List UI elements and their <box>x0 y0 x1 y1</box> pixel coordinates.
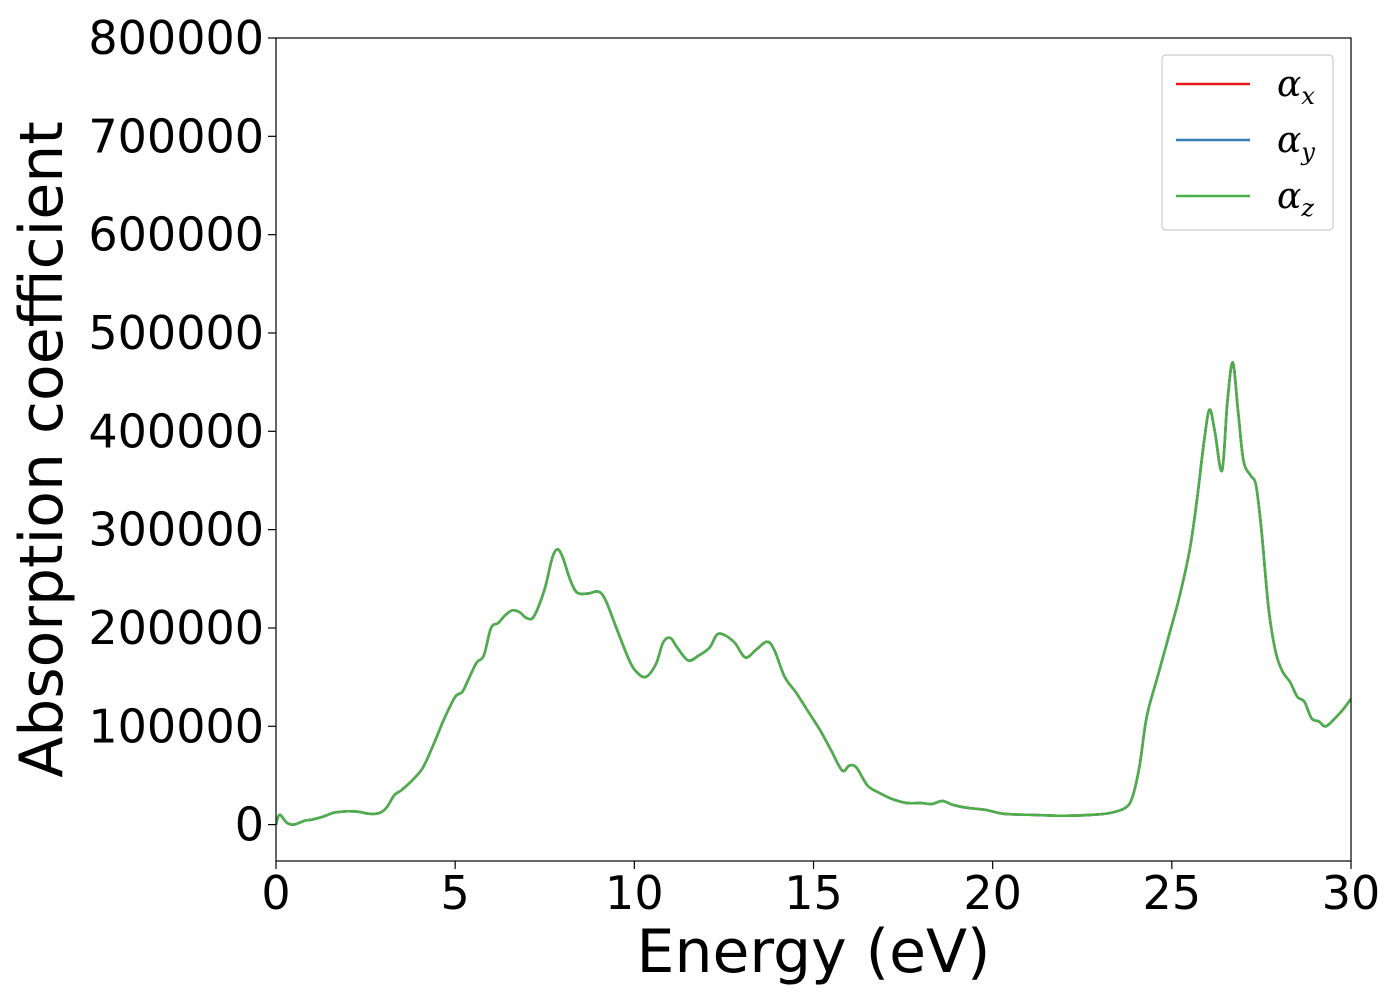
legend-subscript: y <box>1300 138 1315 166</box>
y-axis-label: Absorption coefficient <box>7 121 77 778</box>
y-tick-label: 0 <box>235 798 264 852</box>
y-tick-label: 200000 <box>88 601 264 655</box>
legend-symbol: α <box>1277 176 1301 217</box>
y-tick-label: 700000 <box>88 109 264 163</box>
series-line-αz <box>276 361 1351 826</box>
x-axis-label: Energy (eV) <box>637 917 991 987</box>
legend-label: αy <box>1277 120 1315 166</box>
x-tick-label: 5 <box>441 866 470 920</box>
series-line-αx <box>276 361 1351 826</box>
y-tick-label: 800000 <box>88 11 264 65</box>
legend-box <box>1161 54 1334 231</box>
y-tick-label: 100000 <box>88 699 264 753</box>
legend-subscript: z <box>1300 194 1314 222</box>
x-tick-label: 0 <box>261 866 290 920</box>
legend-symbol: α <box>1277 64 1301 105</box>
axis-ticks: 0 5 10 15 20 25 30 0 100000 200000 300000 400000 500… <box>88 11 1380 920</box>
y-tick-label: 600000 <box>88 208 264 262</box>
x-tick-label: 25 <box>1143 866 1202 920</box>
legend-symbol: α <box>1277 120 1301 161</box>
y-tick-label: 400000 <box>88 404 264 458</box>
x-tick-label: 10 <box>605 866 664 920</box>
legend-label: αz <box>1277 176 1314 222</box>
series-line-αy <box>276 361 1351 826</box>
y-tick-label: 300000 <box>88 503 264 557</box>
legend-subscript: x <box>1301 82 1315 110</box>
x-tick-label: 20 <box>963 866 1022 920</box>
x-tick-label: 30 <box>1322 866 1381 920</box>
x-tick-label: 15 <box>784 866 843 920</box>
y-tick-label: 500000 <box>88 306 264 360</box>
series-layer <box>276 361 1351 826</box>
legend-label: αx <box>1277 64 1315 110</box>
